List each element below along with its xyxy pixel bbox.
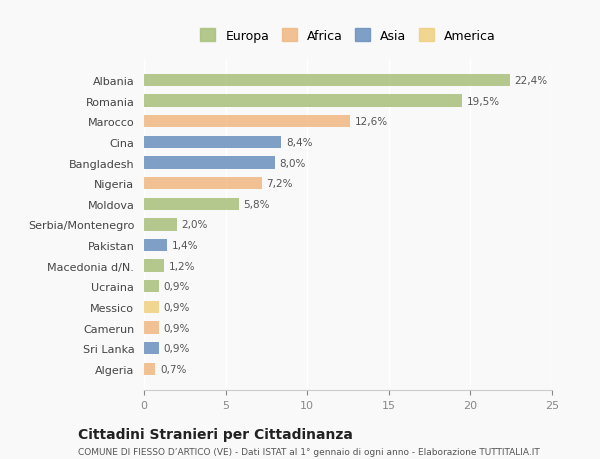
Text: 1,4%: 1,4% [172, 241, 198, 251]
Bar [144, 342, 158, 354]
Bar [144, 301, 158, 313]
Bar [144, 219, 176, 231]
Text: 1,2%: 1,2% [169, 261, 195, 271]
Bar [144, 178, 262, 190]
Bar [144, 198, 239, 211]
Text: 0,9%: 0,9% [164, 302, 190, 312]
Bar [144, 116, 350, 128]
Text: 0,9%: 0,9% [164, 323, 190, 333]
Legend: Europa, Africa, Asia, America: Europa, Africa, Asia, America [194, 23, 502, 49]
Text: 7,2%: 7,2% [266, 179, 293, 189]
Text: 8,4%: 8,4% [286, 138, 313, 148]
Bar [144, 363, 155, 375]
Bar [144, 239, 167, 252]
Text: 8,0%: 8,0% [280, 158, 306, 168]
Text: 19,5%: 19,5% [467, 96, 500, 106]
Text: 0,7%: 0,7% [160, 364, 187, 374]
Bar [144, 322, 158, 334]
Bar [144, 136, 281, 149]
Text: COMUNE DI FIESSO D’ARTICO (VE) - Dati ISTAT al 1° gennaio di ogni anno - Elabora: COMUNE DI FIESSO D’ARTICO (VE) - Dati IS… [78, 448, 540, 457]
Bar [144, 95, 462, 107]
Bar [144, 75, 509, 87]
Text: 0,9%: 0,9% [164, 282, 190, 291]
Bar [144, 260, 164, 272]
Text: 0,9%: 0,9% [164, 343, 190, 353]
Bar [144, 157, 275, 169]
Text: Cittadini Stranieri per Cittadinanza: Cittadini Stranieri per Cittadinanza [78, 427, 353, 441]
Text: 12,6%: 12,6% [355, 117, 388, 127]
Text: 22,4%: 22,4% [514, 76, 548, 86]
Bar [144, 280, 158, 293]
Text: 5,8%: 5,8% [244, 199, 270, 209]
Text: 2,0%: 2,0% [182, 220, 208, 230]
